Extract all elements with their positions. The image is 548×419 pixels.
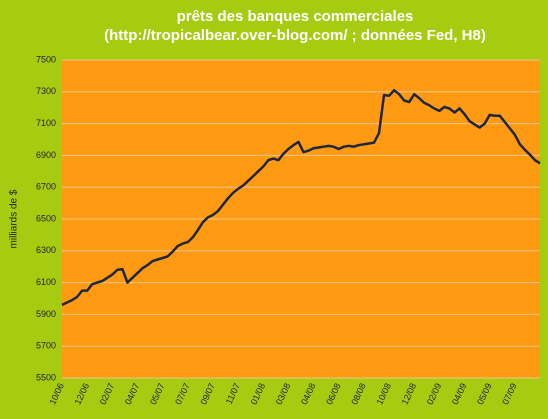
y-axis-label: milliards de $ <box>9 189 20 248</box>
y-tick-label: 7100 <box>36 118 56 128</box>
y-tick-label: 5900 <box>36 309 56 319</box>
y-tick-label: 5500 <box>36 372 56 382</box>
chart-title: prêts des banques commerciales <box>177 8 414 25</box>
y-tick-label: 7300 <box>36 86 56 96</box>
y-tick-label: 6700 <box>36 182 56 192</box>
y-tick-label: 6100 <box>36 277 56 287</box>
y-tick-label: 6900 <box>36 150 56 160</box>
y-tick-label: 5700 <box>36 341 56 351</box>
y-tick-label: 6500 <box>36 213 56 223</box>
chart-subtitle: (http://tropicalbear.over-blog.com/ ; do… <box>104 27 486 44</box>
y-tick-label: 6300 <box>36 245 56 255</box>
data-line <box>61 88 541 307</box>
y-tick-label: 7500 <box>36 54 56 64</box>
